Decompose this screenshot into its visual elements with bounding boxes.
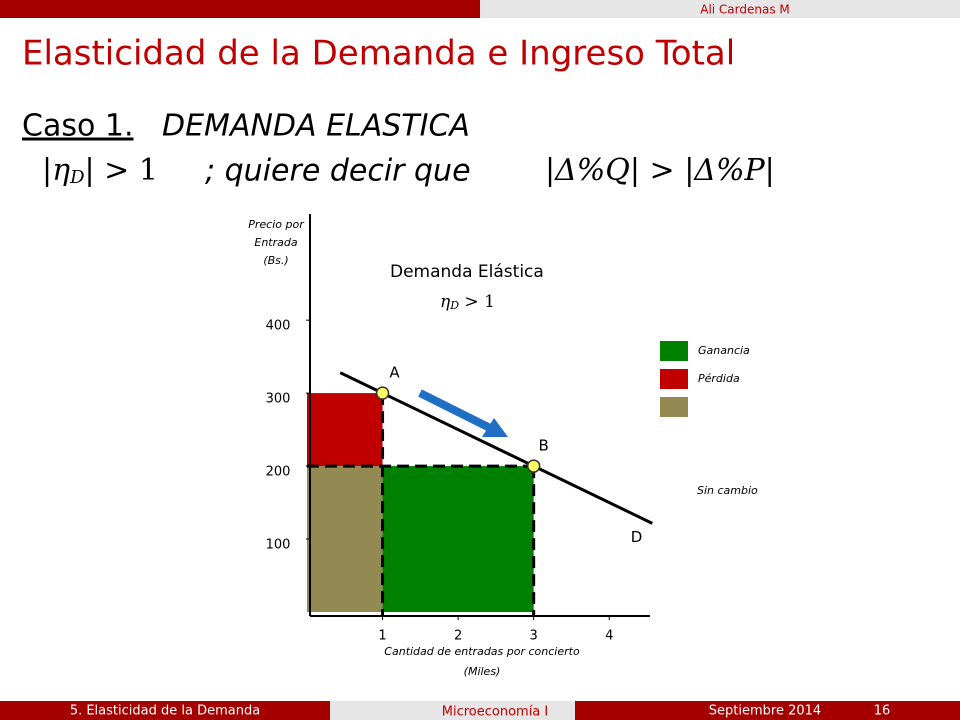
legend-label: Sin cambio: [697, 484, 758, 497]
condition: |ηD| > 1: [42, 153, 158, 188]
x-tick-label: 3: [530, 629, 538, 644]
x-tick-label: 2: [454, 629, 462, 644]
legend-swatch: [660, 397, 688, 417]
annotation: Demanda Elástica: [390, 262, 544, 282]
footer-section: 5. Elasticidad de la Demanda: [70, 704, 260, 719]
condition-text: | > 1: [85, 153, 158, 188]
case-name: DEMANDA ELASTICA: [162, 109, 470, 144]
footer-course: Microeconomía I: [442, 705, 549, 720]
footer-bar: [0, 701, 330, 720]
point: [526, 459, 541, 473]
y-axis-label: (Bs.): [263, 254, 288, 267]
implication: |Δ%Q| > |Δ%P|: [545, 153, 775, 188]
author: Ali Cardenas M: [700, 3, 790, 17]
legend-label: Ganancia: [698, 344, 750, 357]
y-axis-label: Precio por: [248, 218, 305, 231]
footer-page: 16: [874, 704, 891, 719]
y-tick-label: 200: [266, 465, 291, 480]
y-tick-label: 300: [266, 392, 291, 407]
annotation-math: ηD > 1: [440, 292, 495, 313]
header-bar-right: [480, 0, 960, 18]
condition-text: |η: [42, 153, 70, 188]
math-subscript: D: [449, 299, 459, 312]
math-text: > 1: [459, 292, 495, 312]
footer-date: Septiembre 2014: [709, 704, 821, 719]
revenue-region: [307, 393, 383, 467]
legend-swatch: [660, 341, 688, 361]
arrow-head: [482, 418, 508, 437]
point-label: A: [389, 364, 400, 382]
footer-bar: [575, 701, 960, 720]
y-tick-label: 400: [266, 319, 291, 334]
chart: 100 200 300 400 1 2 3 4 Precio por Entrada (Bs.) Ca…: [248, 214, 758, 678]
condition-subscript: D: [69, 167, 85, 188]
y-tick-label: 100: [266, 538, 291, 553]
legend-swatch: [660, 369, 688, 389]
y-axis-label: Entrada: [254, 236, 297, 249]
header-bar: [0, 0, 480, 18]
footer-bar: [330, 701, 575, 720]
revenue-region: [382, 466, 534, 612]
x-axis-label: (Miles): [464, 665, 501, 678]
x-axis-label: Cantidad de entradas por concierto: [384, 645, 580, 658]
x-tick-label: 1: [378, 629, 386, 644]
math-text: η: [440, 292, 451, 312]
case-label: Caso 1.: [22, 109, 133, 144]
connector: ; quiere decir que: [205, 154, 471, 189]
x-tick-label: 4: [605, 629, 613, 644]
point-label: B: [539, 437, 549, 455]
demand-line: [339, 371, 653, 525]
revenue-region: [307, 466, 383, 612]
legend-label: Pérdida: [698, 372, 740, 385]
series-label: D: [631, 528, 643, 546]
slide-title: Elasticidad de la Demanda e Ingreso Tota…: [22, 34, 735, 74]
movement-arrow: [418, 389, 492, 432]
point: [375, 386, 390, 400]
